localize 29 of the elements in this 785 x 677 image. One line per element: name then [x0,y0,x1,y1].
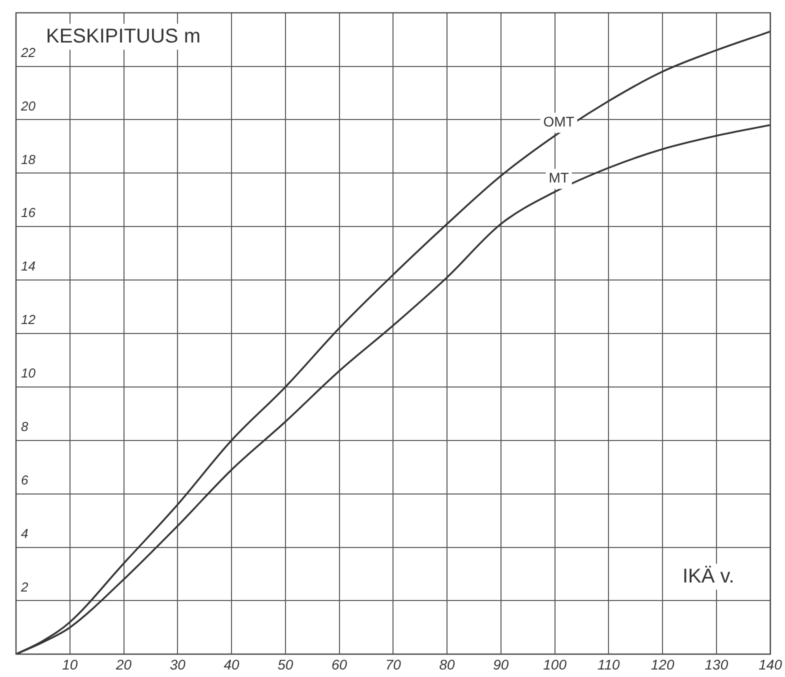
x-tick-label: 120 [650,656,674,672]
y-tick-label: 20 [20,98,36,114]
x-tick-label: 100 [543,656,567,672]
series-label: OMT [543,114,575,130]
x-tick-label: 130 [704,656,728,672]
y-tick-label: 4 [21,526,28,541]
x-tick-label: 80 [439,656,456,672]
x-tick-label: 10 [62,656,78,672]
y-tick-label: 2 [20,579,29,594]
x-tick-label: 140 [758,656,782,672]
y-tick-label: 10 [21,366,36,381]
y-tick-label: 16 [21,205,36,220]
y-tick-label: 18 [21,152,36,167]
x-tick-label: 90 [493,656,509,672]
x-tick-label: 40 [224,656,240,672]
series-label: MT [548,170,570,186]
x-tick-label: 70 [385,656,402,672]
x-tick-label: 50 [278,656,294,672]
y-tick-label: 8 [21,419,29,434]
y-tick-label: 14 [21,258,36,274]
y-tick-label: 22 [20,44,36,60]
x-tick-label: 60 [331,656,348,672]
y-tick-label: 12 [21,312,36,328]
x-axis-title: IKÄ v. [682,565,734,588]
y-tick-label: 6 [21,472,29,488]
x-tick-label: 20 [114,656,132,672]
y-axis-title: KESKIPITUUS m [46,25,200,48]
x-tick-label: 30 [170,656,186,672]
x-tick-label: 110 [598,656,620,672]
